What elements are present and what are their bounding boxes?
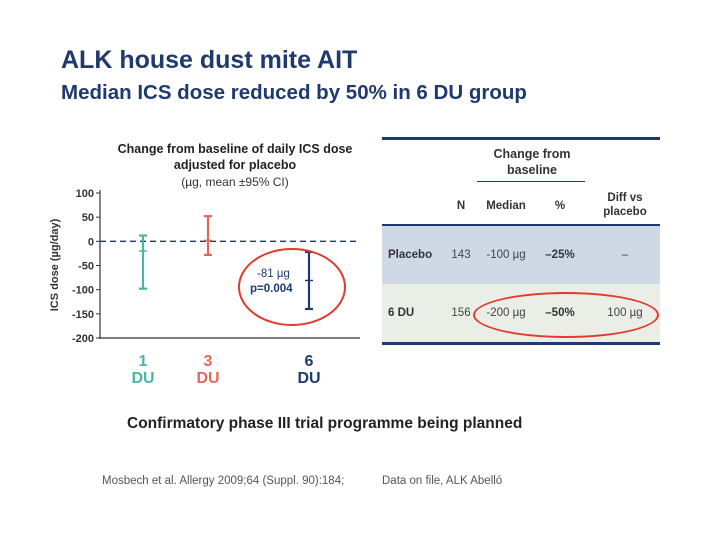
highlight-circle-chart — [238, 248, 346, 326]
highlight-circle-table — [473, 292, 659, 338]
table-group-rule — [477, 181, 585, 182]
annotation-difference: -81 µg — [257, 268, 290, 280]
row-n: 143 — [451, 249, 471, 261]
group-number: 3 — [203, 353, 213, 370]
group-unit: DU — [297, 370, 321, 387]
column-header-n: N — [456, 200, 466, 212]
y-tick-label: 100 — [76, 188, 94, 200]
group-label-6-du: 6 DU — [289, 353, 329, 387]
column-header-median: Median — [486, 200, 526, 212]
reference-1: Mosbech et al. Allergy 2009;64 (Suppl. 9… — [102, 475, 345, 487]
row-diff: – — [621, 249, 629, 261]
table-row: Placebo 143 -100 µg –25% – — [382, 226, 660, 284]
column-header-pct: % — [554, 200, 566, 212]
chart-subtitle: (µg, mean ±95% CI) — [181, 175, 289, 189]
error-bar-chart: 100 50 0 -50 -100 -150 -200 ICS dose (µg/day) -8… — [49, 188, 360, 345]
y-tick-label: -100 — [72, 285, 94, 297]
y-axis-label: ICS dose (µg/day) — [49, 218, 61, 311]
chart-title-line-1: Change from baseline of daily ICS dose — [117, 142, 353, 156]
group-unit: DU — [131, 370, 155, 387]
table-header-rule — [382, 224, 660, 226]
y-tick-label: -150 — [72, 309, 94, 321]
table-group-header: Change from baseline — [493, 147, 571, 177]
chart-title: Change from baseline of daily ICS dose a… — [90, 141, 380, 173]
chart-title-line-2: adjusted for placebo — [173, 158, 297, 172]
group-unit: DU — [196, 370, 220, 387]
group-label-1-du: 1 DU — [123, 353, 163, 387]
table-top-rule — [382, 137, 660, 140]
row-name: 6 DU — [388, 307, 415, 319]
row-median: -100 µg — [486, 249, 526, 261]
row-pct: –25% — [545, 249, 575, 261]
page-subtitle: Median ICS dose reduced by 50% in 6 DU g… — [61, 81, 527, 104]
y-tick-label: -50 — [78, 261, 94, 273]
group-number: 6 — [304, 353, 314, 370]
annotation-p-value: p=0.004 — [250, 283, 293, 295]
table-bottom-rule — [382, 342, 660, 345]
group-number: 1 — [138, 353, 148, 370]
page-title: ALK house dust mite AIT — [61, 46, 358, 74]
reference-2: Data on file, ALK Abelló — [382, 475, 503, 487]
y-tick-label: 0 — [88, 236, 94, 248]
conclusion-statement: Confirmatory phase III trial programme b… — [127, 415, 523, 432]
row-n: 156 — [451, 307, 471, 319]
column-header-diff: Diff vs placebo — [603, 192, 647, 218]
y-tick-label: 50 — [82, 212, 94, 224]
group-label-3-du: 3 DU — [188, 353, 228, 387]
row-name: Placebo — [388, 249, 433, 261]
y-tick-label: -200 — [72, 333, 94, 345]
